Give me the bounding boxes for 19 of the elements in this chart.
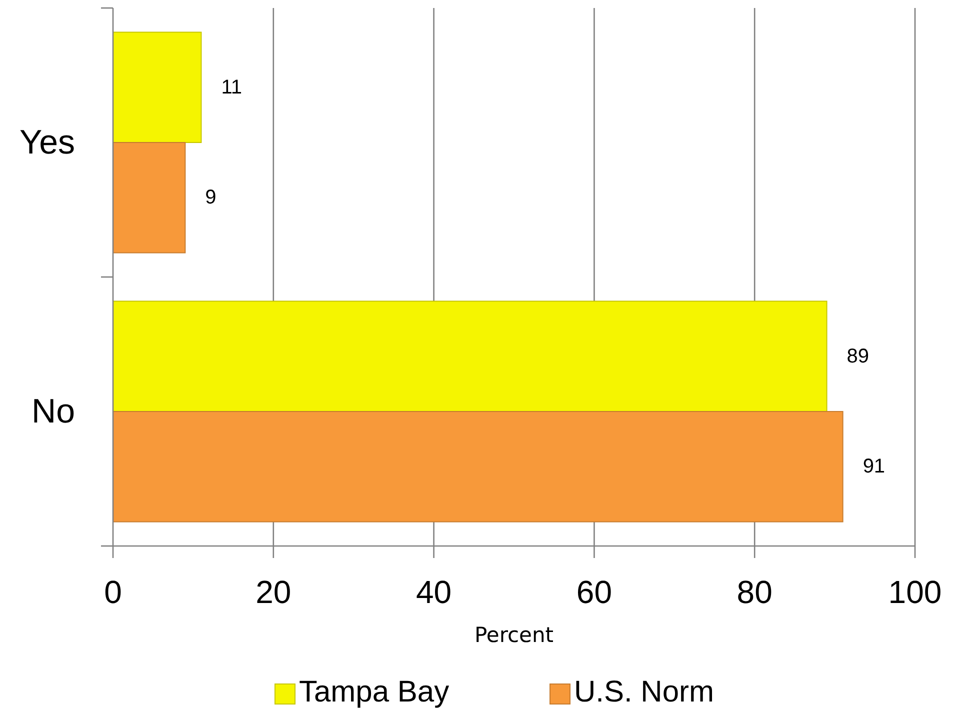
y-tick-label: No <box>32 392 75 430</box>
bar <box>112 142 186 254</box>
bar <box>112 300 828 412</box>
bar <box>112 32 202 143</box>
x-tick-label: 40 <box>416 574 452 610</box>
y-tick-label: Yes <box>20 124 75 162</box>
x-tick-label: 20 <box>256 574 292 610</box>
x-tick-label: 0 <box>104 574 122 610</box>
data-label: 9 <box>205 186 216 209</box>
data-label: 89 <box>846 345 870 368</box>
x-tick-label: 100 <box>888 574 942 610</box>
data-label: 91 <box>862 456 886 478</box>
x-tick-label: 60 <box>576 574 612 610</box>
legend-label: U.S. Norm <box>574 676 714 708</box>
data-label: 11 <box>221 76 242 98</box>
bar <box>112 411 844 522</box>
legend-label: Tampa Bay <box>299 676 450 708</box>
x-tick-label: 80 <box>736 574 772 610</box>
x-axis-title: Percent <box>474 623 554 647</box>
